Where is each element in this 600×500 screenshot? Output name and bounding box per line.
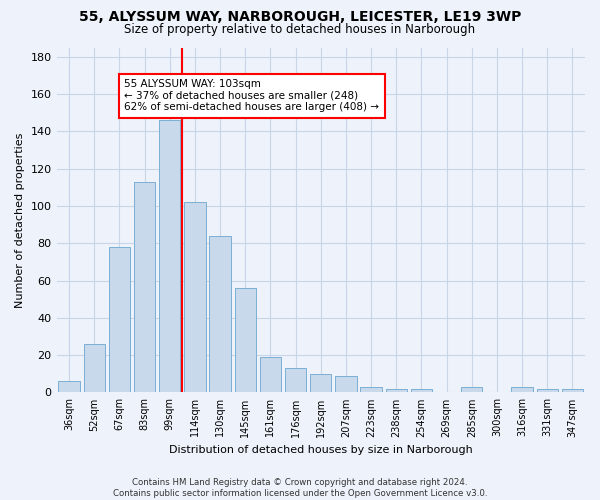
Bar [260, 357, 281, 392]
Text: 55, ALYSSUM WAY, NARBOROUGH, LEICESTER, LE19 3WP: 55, ALYSSUM WAY, NARBOROUGH, LEICESTER, … [79, 10, 521, 24]
Bar [83, 344, 105, 393]
Text: Size of property relative to detached houses in Narborough: Size of property relative to detached ho… [124, 22, 476, 36]
Y-axis label: Number of detached properties: Number of detached properties [15, 132, 25, 308]
Bar [159, 120, 181, 392]
Bar [310, 374, 331, 392]
Bar [285, 368, 307, 392]
Bar [209, 236, 231, 392]
Bar [235, 288, 256, 393]
Text: 55 ALYSSUM WAY: 103sqm
← 37% of detached houses are smaller (248)
62% of semi-de: 55 ALYSSUM WAY: 103sqm ← 37% of detached… [124, 79, 379, 112]
Bar [184, 202, 206, 392]
Bar [562, 388, 583, 392]
X-axis label: Distribution of detached houses by size in Narborough: Distribution of detached houses by size … [169, 445, 473, 455]
Bar [511, 387, 533, 392]
Bar [411, 388, 432, 392]
Bar [536, 388, 558, 392]
Bar [335, 376, 356, 392]
Bar [58, 381, 80, 392]
Text: Contains HM Land Registry data © Crown copyright and database right 2024.
Contai: Contains HM Land Registry data © Crown c… [113, 478, 487, 498]
Bar [386, 388, 407, 392]
Bar [134, 182, 155, 392]
Bar [361, 387, 382, 392]
Bar [461, 387, 482, 392]
Bar [109, 247, 130, 392]
